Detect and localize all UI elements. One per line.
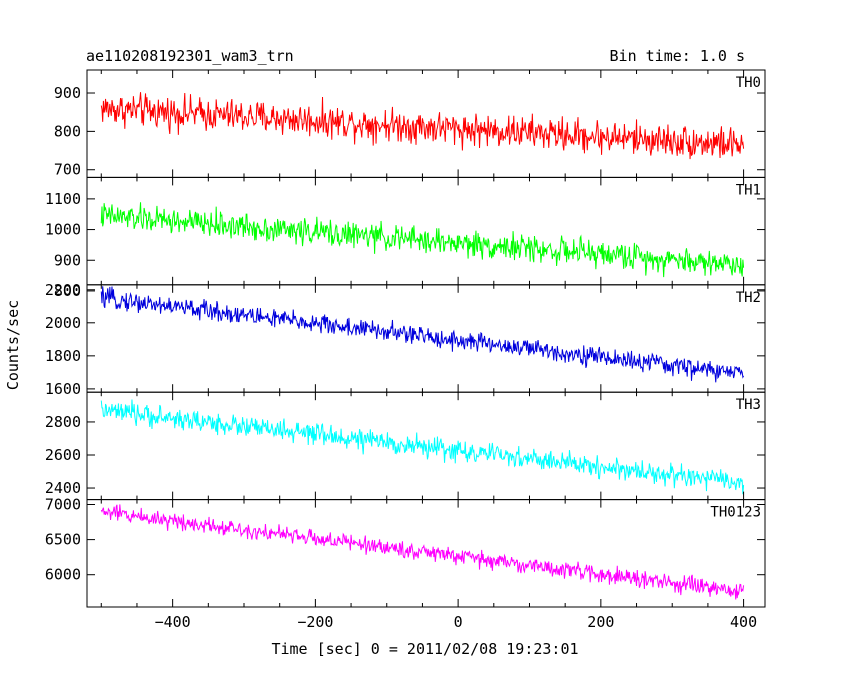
- x-axis-title: Time [sec] 0 = 2011/02/08 19:23:01: [271, 640, 578, 658]
- y-tick-label: 900: [54, 84, 81, 102]
- y-tick-label: 6500: [45, 531, 81, 549]
- panel-label-th0123: TH0123: [710, 505, 761, 521]
- panel-label-th1: TH1: [736, 182, 761, 198]
- series-line-th3: [100, 399, 745, 495]
- series-line-th1: [100, 202, 745, 278]
- observation-id-title: ae110208192301_wam3_trn: [86, 47, 294, 65]
- y-tick-label: 700: [54, 161, 81, 179]
- panel-th0: 700 800 900 TH0: [54, 69, 766, 179]
- panel-th0123: 6000 6500 7000 TH0123: [45, 496, 766, 608]
- y-tick-label: 1600: [45, 380, 81, 398]
- panels-group: 700 800 900 TH0 800 900 1000 1100 TH1 1600 1800 200…: [45, 69, 766, 608]
- y-tick-label: 2200: [45, 281, 81, 299]
- y-tick-label: 800: [54, 282, 81, 300]
- y-tick-label: 2400: [45, 479, 81, 497]
- x-tick-label: 200: [587, 613, 614, 631]
- x-axis-tick-labels: −400 −200 0 200 400: [155, 613, 758, 631]
- y-tick-label: 1000: [45, 221, 81, 239]
- y-tick-label: 2000: [45, 314, 81, 332]
- y-tick-label: 1800: [45, 347, 81, 365]
- x-tick-label: 400: [730, 613, 757, 631]
- panel-frame: [86, 499, 766, 608]
- x-tick-label: −400: [155, 613, 191, 631]
- series-line-th0123: [100, 504, 745, 600]
- panel-label-th3: TH3: [736, 397, 761, 413]
- panel-th3: 2400 2600 2800 TH3: [45, 391, 766, 501]
- bin-time-label: Bin time: 1.0 s: [610, 47, 745, 65]
- series-line-th0: [100, 92, 745, 160]
- panel-frame: [86, 284, 766, 393]
- y-tick-label: 1100: [45, 190, 81, 208]
- panel-frame: [86, 69, 766, 178]
- x-tick-label: −200: [297, 613, 333, 631]
- panel-label-th0: TH0: [736, 75, 761, 91]
- series-line-th2: [100, 286, 745, 383]
- y-axis-title: Counts/sec: [4, 300, 22, 390]
- y-tick-label: 2800: [45, 413, 81, 431]
- y-tick-label: 800: [54, 122, 81, 140]
- panel-label-th2: TH2: [736, 290, 761, 306]
- panel-th1: 800 900 1000 1100 TH1: [45, 176, 766, 300]
- x-tick-label: 0: [454, 613, 463, 631]
- y-tick-label: 6000: [45, 566, 81, 584]
- y-tick-label: 900: [54, 251, 81, 269]
- y-tick-label: 7000: [45, 496, 81, 514]
- panel-th2: 1600 1800 2000 2200 TH2: [45, 281, 766, 398]
- y-tick-label: 2600: [45, 446, 81, 464]
